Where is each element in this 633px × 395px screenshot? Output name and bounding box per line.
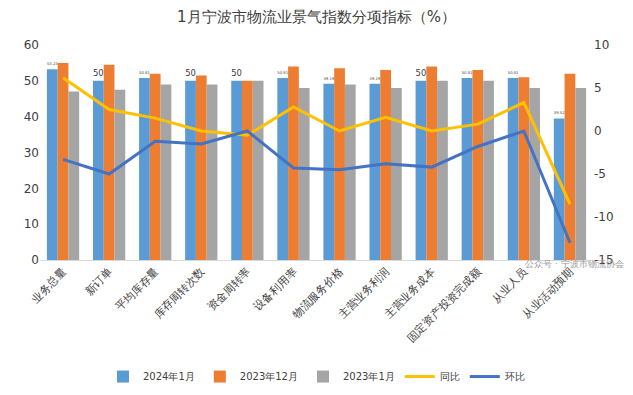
svg-text:49.19: 49.19 (323, 77, 334, 81)
svg-text:50.81: 50.81 (462, 71, 473, 75)
svg-text:50: 50 (231, 68, 242, 78)
svg-text:5: 5 (594, 81, 602, 95)
svg-text:0: 0 (31, 253, 39, 267)
svg-text:50: 50 (93, 68, 104, 78)
svg-text:50: 50 (416, 68, 427, 78)
svg-text:2024年1月: 2024年1月 (143, 371, 195, 382)
svg-text:1月宁波市物流业景气指数分项指标（%）: 1月宁波市物流业景气指数分项指标（%） (177, 8, 456, 26)
svg-text:新订单: 新订单 (83, 266, 116, 299)
svg-text:39.52: 39.52 (554, 111, 565, 115)
svg-text:主营业务成本: 主营业务成本 (382, 266, 438, 322)
svg-text:固定资产投资完成额: 固定资产投资完成额 (405, 266, 484, 345)
svg-text:同比: 同比 (440, 371, 460, 382)
svg-text:主营业务利润: 主营业务利润 (336, 266, 392, 322)
svg-text:平均库存量: 平均库存量 (113, 266, 161, 314)
svg-text:40: 40 (24, 110, 39, 124)
svg-text:-15: -15 (594, 253, 614, 267)
svg-text:从业活动预期: 从业活动预期 (520, 266, 576, 322)
svg-text:0: 0 (594, 124, 602, 138)
svg-text:环比: 环比 (505, 371, 525, 382)
svg-text:50.81: 50.81 (139, 71, 150, 75)
svg-text:物流服务价格: 物流服务价格 (290, 266, 346, 322)
svg-text:-10: -10 (594, 210, 614, 224)
svg-text:20: 20 (24, 182, 39, 196)
svg-text:2023年1月: 2023年1月 (343, 371, 395, 382)
svg-text:库存周转次数: 库存周转次数 (151, 266, 207, 322)
svg-text:公众号 · 宁波市物流协会: 公众号 · 宁波市物流协会 (525, 259, 624, 269)
svg-text:10: 10 (594, 38, 609, 52)
svg-text:10: 10 (24, 217, 39, 231)
svg-text:60: 60 (24, 38, 39, 52)
svg-text:业务总量: 业务总量 (29, 266, 69, 306)
svg-text:资金周转率: 资金周转率 (205, 266, 253, 314)
svg-text:30: 30 (24, 146, 39, 160)
svg-text:53.23: 53.23 (47, 62, 58, 66)
svg-text:50.81: 50.81 (277, 71, 288, 75)
svg-text:2023年12月: 2023年12月 (240, 371, 298, 382)
svg-text:从业人员: 从业人员 (490, 266, 530, 306)
svg-text:-5: -5 (594, 167, 606, 181)
svg-text:50: 50 (185, 68, 196, 78)
svg-text:50: 50 (24, 74, 39, 88)
svg-text:49.19: 49.19 (370, 77, 381, 81)
svg-text:50.81: 50.81 (508, 71, 519, 75)
svg-text:设备利用率: 设备利用率 (251, 266, 299, 314)
